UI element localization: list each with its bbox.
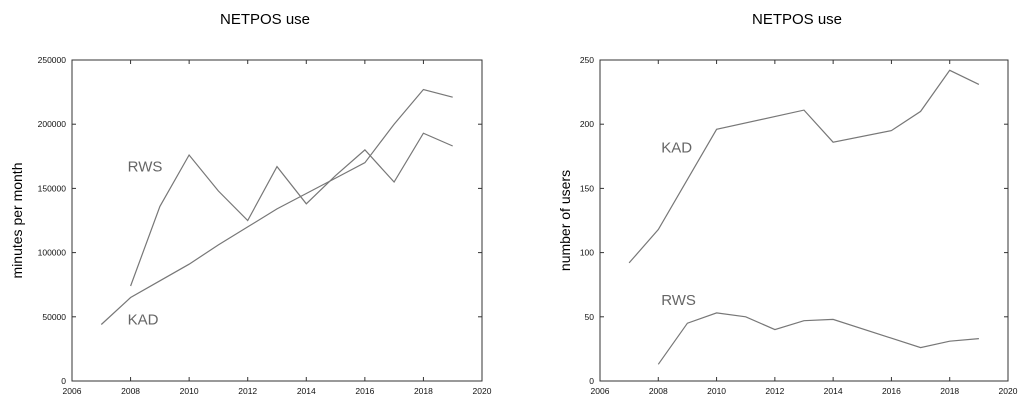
series-line-kad [628, 69, 980, 264]
chart-panel-2: NETPOS use number of users 2006 2008 2010 201… [557, 11, 1018, 396]
series-annotation-rws: RWS [661, 292, 696, 309]
x-tick-label: 2018 [940, 386, 959, 396]
chart-title: NETPOS use [220, 11, 310, 28]
y-tick-label: 200000 [38, 119, 67, 129]
x-tick-label: 2012 [765, 386, 784, 396]
series-annotation-rws: RWS [128, 159, 163, 176]
x-tick-label: 2020 [999, 386, 1018, 396]
y-tick-label: 150 [580, 183, 594, 193]
x-tick-label: 2018 [414, 386, 433, 396]
x-tick-label: 2014 [297, 386, 316, 396]
x-tick-label: 2020 [473, 386, 492, 396]
y-axis-label: number of users [557, 170, 573, 271]
y-tick-label: 250000 [38, 55, 67, 65]
chart-title: NETPOS use [752, 11, 842, 28]
x-tick-label: 2016 [882, 386, 901, 396]
plot-frame [71, 59, 483, 382]
x-tick-label: 2016 [355, 386, 374, 396]
x-tick-label: 2014 [824, 386, 843, 396]
series-annotation-kad: KAD [661, 139, 692, 156]
x-tick-label: 2008 [121, 386, 140, 396]
plot-frame [599, 59, 1009, 382]
series-line-rws [657, 312, 979, 365]
series-line-kad [100, 88, 453, 325]
series-line-rws [130, 132, 453, 287]
y-tick-label: 250 [580, 55, 594, 65]
y-tick-label: 50 [585, 312, 595, 322]
y-tick-label: 200 [580, 119, 594, 129]
x-tick-label: 2010 [707, 386, 726, 396]
y-tick-label: 100 [580, 248, 594, 258]
y-tick-label: 100000 [38, 248, 67, 258]
x-tick-label: 2008 [649, 386, 668, 396]
x-tick-label: 2006 [63, 386, 82, 396]
y-tick-label: 0 [589, 376, 594, 386]
x-tick-label: 2006 [591, 386, 610, 396]
y-tick-label: 0 [61, 376, 66, 386]
y-axis-label: minutes per month [9, 163, 25, 279]
y-tick-label: 50000 [42, 312, 66, 322]
chart-panel-1: NETPOS use minutes per month 2006 2008 2010 2… [9, 11, 492, 396]
x-tick-label: 2010 [180, 386, 199, 396]
x-tick-label: 2012 [238, 386, 257, 396]
y-tick-label: 150000 [38, 183, 67, 193]
series-annotation-kad: KAD [128, 312, 159, 329]
